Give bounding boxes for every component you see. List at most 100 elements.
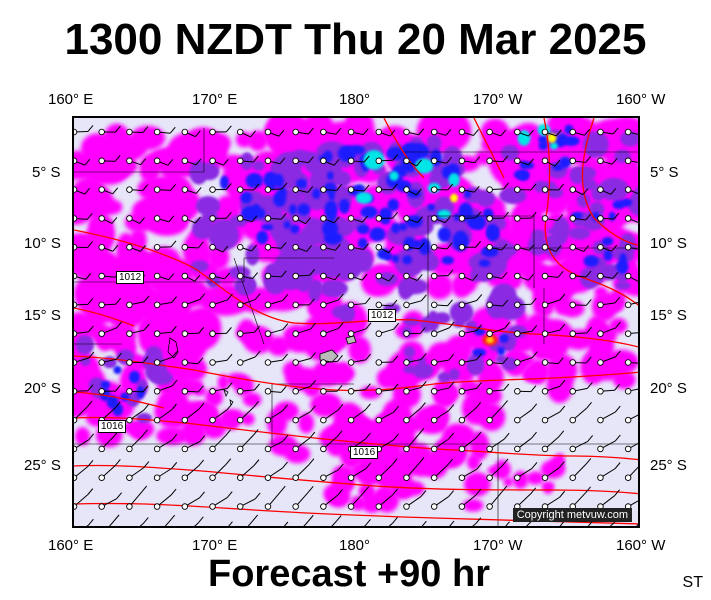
boundary-line — [74, 257, 334, 283]
wind-barb — [236, 272, 259, 280]
rain-light-cell — [345, 423, 380, 446]
wind-barb — [320, 215, 340, 224]
rain-medium-cell — [207, 219, 240, 251]
wind-barb — [292, 186, 314, 193]
wind-barb — [303, 514, 314, 526]
boundary-line — [233, 257, 265, 345]
wind-barb — [486, 383, 510, 395]
wind-barb — [375, 355, 399, 366]
rain-medium-cell — [80, 356, 91, 366]
rain-light-cell — [139, 159, 161, 183]
wind-barb — [421, 520, 427, 526]
wind-barb — [181, 157, 202, 166]
isobar-line — [74, 307, 135, 327]
wind-barb — [514, 243, 535, 251]
wind-barb — [375, 322, 400, 337]
wind-barb — [430, 299, 453, 309]
rain-light-cell — [130, 125, 166, 151]
rain-heavy-cell — [322, 219, 338, 238]
wind-barb — [74, 186, 91, 195]
rain-light-cell — [182, 231, 211, 270]
rain-heavy-cell — [466, 214, 485, 230]
rain-light-cell — [360, 487, 375, 500]
rain-light-cell — [590, 334, 615, 360]
wind-barb — [209, 293, 233, 309]
wind-barb — [98, 297, 122, 309]
rain-heavy-cell — [296, 178, 308, 189]
island-outline — [223, 389, 234, 407]
wind-barb — [514, 157, 534, 166]
isobar-line — [74, 416, 638, 461]
rain-medium-cell — [75, 335, 95, 355]
rain-heavy-cell — [256, 230, 269, 245]
rain-heavy-cell — [379, 207, 393, 221]
wind-barb — [624, 330, 638, 337]
wind-barb — [236, 128, 256, 138]
wind-barb — [236, 243, 258, 252]
wind-barb — [514, 324, 538, 337]
wind-barb — [514, 403, 538, 424]
rain-light-cell — [219, 409, 237, 429]
rain-medium-cell — [615, 281, 631, 290]
wind-barb — [514, 211, 537, 222]
wind-barb — [126, 385, 149, 395]
wind-barb — [587, 520, 593, 526]
wind-barb — [624, 272, 638, 282]
wind-barb — [430, 128, 452, 136]
wind-barb — [458, 462, 483, 481]
wind-barb — [320, 184, 343, 193]
rain-light-cell — [74, 187, 91, 221]
rain-light-cell — [432, 379, 457, 408]
copyright-notice: Copyright metvuw.com — [512, 508, 632, 522]
lon-label-bottom-170w: 170° W — [473, 537, 523, 554]
wind-barb — [486, 155, 509, 165]
rain-medium-cell — [530, 229, 546, 241]
rain-medium-cell — [401, 278, 429, 295]
rain-light-cell — [323, 363, 355, 384]
rain-light-cell — [242, 392, 262, 407]
rain-medium-cell — [437, 372, 452, 383]
wind-barb — [458, 488, 482, 510]
rain-light-cell — [282, 361, 304, 380]
wind-barb — [74, 488, 94, 510]
wind-barb — [363, 519, 371, 526]
wind-barb — [347, 243, 369, 251]
wind-barb — [597, 462, 621, 481]
wind-barb — [486, 243, 508, 251]
rain-heavy-cell — [129, 370, 140, 384]
rain-light-cell — [323, 483, 348, 504]
rain-light-cell — [205, 388, 223, 407]
wind-barb — [569, 458, 592, 481]
wind-barb — [320, 355, 343, 366]
wind-barb — [264, 182, 288, 193]
rain-heavy-cell — [603, 249, 613, 261]
wind-barb — [597, 383, 620, 395]
rain-light-cell — [93, 154, 138, 178]
wind-barb — [458, 353, 482, 366]
rain-medium-cell — [403, 346, 416, 358]
wind-barb — [430, 269, 454, 280]
rain-very-heavy-cell — [389, 171, 399, 181]
wind-barb — [541, 293, 566, 309]
rain-heavy-cell — [383, 253, 393, 261]
wind-barb — [292, 322, 316, 337]
rain-heavy-cell — [398, 222, 408, 231]
rain-medium-cell — [544, 235, 562, 257]
lon-label-bottom-170e: 170° E — [192, 537, 238, 554]
wind-barb — [98, 384, 121, 395]
rain-heavy-cell — [272, 173, 284, 188]
wind-barb — [209, 243, 229, 253]
wind-barb — [181, 491, 205, 510]
wind-barb — [430, 215, 451, 224]
lat-label-left-25s: 25° S — [24, 457, 61, 474]
wind-barb — [283, 521, 289, 526]
rain-heavy-cell — [499, 334, 509, 343]
isobar-line — [473, 118, 505, 179]
isobar-line — [581, 118, 638, 246]
wind-barb — [403, 294, 427, 309]
rain-heavy-cell — [472, 348, 487, 357]
rain-heavy-cell — [106, 395, 119, 409]
rain-heavy-cell — [136, 386, 145, 399]
wind-barb — [624, 157, 638, 165]
wind-barb — [236, 350, 261, 366]
